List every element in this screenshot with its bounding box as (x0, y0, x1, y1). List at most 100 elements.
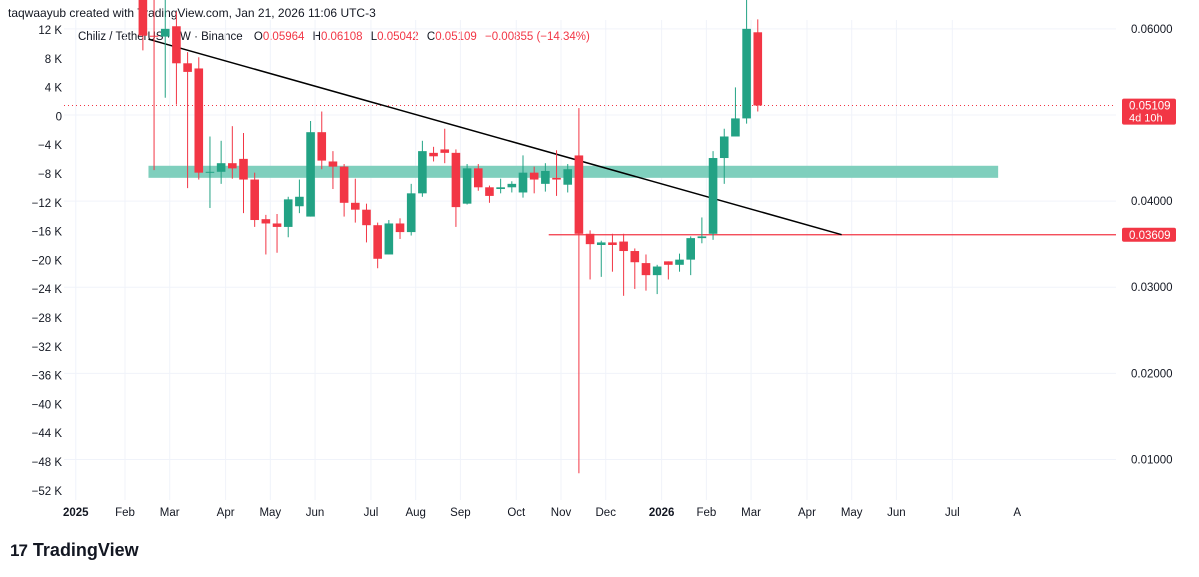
chart-lines (64, 38, 1116, 236)
candle-body (295, 196, 304, 207)
candle-body (250, 179, 259, 221)
candle (552, 150, 561, 196)
candle (216, 140, 226, 184)
time-axis-label: Apr (798, 507, 816, 519)
time-axis-label: Feb (115, 507, 135, 519)
candle-body (708, 158, 718, 234)
high-value: 0.06108 (320, 31, 363, 43)
candle (384, 220, 394, 255)
candle-body (216, 163, 226, 172)
time-axis: Z2025FebMarAprMayJunJulAugSepOctNovDec20… (63, 507, 1021, 519)
candle (194, 57, 204, 180)
candle (317, 111, 327, 170)
candle-body (317, 132, 327, 161)
candle (641, 254, 651, 291)
candle-body (239, 158, 248, 180)
left-axis-tick: −40 K (32, 399, 63, 411)
candle (172, 11, 181, 105)
left-axis-tick: −16 K (32, 227, 63, 239)
trendline (148, 38, 842, 236)
candle (753, 19, 763, 112)
candle-body (194, 68, 204, 173)
candle-body (473, 168, 483, 188)
chart-legend: Chiliz / TetherUS · 1W · Binance O0.0596… (78, 31, 590, 43)
chart-credit: taqwaayub created with TradingView.com, … (8, 6, 376, 20)
candle (205, 136, 215, 208)
price-label-value: 0.03609 (1129, 230, 1171, 242)
candle (619, 233, 628, 296)
left-axis-tick: −24 K (32, 284, 63, 296)
candle-body (451, 152, 461, 208)
candle-body (485, 187, 494, 196)
candle-body (641, 263, 651, 276)
candle (373, 222, 382, 269)
candle (742, 0, 751, 124)
candle (160, 0, 170, 98)
time-axis-label: Mar (160, 507, 180, 519)
candle-body (507, 183, 517, 188)
candle (149, 0, 159, 171)
candle-body (205, 171, 215, 173)
time-axis-label: Jul (364, 507, 379, 519)
candle-body (574, 155, 584, 234)
candle (250, 172, 259, 227)
ohlc-values: O0.05964 H0.06108 L0.05042 C0.05109 −0.0… (253, 31, 590, 43)
candle-body (418, 151, 427, 194)
candle-body (675, 259, 684, 265)
time-axis-label: A (1013, 507, 1021, 519)
candle-body (362, 209, 371, 226)
candle (697, 217, 707, 244)
candle-body (149, 35, 159, 37)
candle-body (742, 28, 751, 119)
candle-body (183, 63, 192, 72)
left-axis-tick: −52 K (32, 486, 63, 498)
tradingview-logo[interactable]: 17 TradingView (10, 540, 139, 561)
time-axis-label: Oct (507, 507, 526, 519)
candle (596, 240, 606, 277)
candle (362, 203, 371, 243)
candle (138, 0, 148, 51)
candle (686, 236, 695, 276)
symbol-label: Chiliz / TetherUS · 1W · Binance (78, 31, 243, 43)
candle (272, 213, 282, 253)
left-axis-tick: −44 K (32, 428, 63, 440)
open-value: 0.05964 (262, 31, 305, 43)
candle (731, 87, 740, 137)
candlestick-series (138, 0, 763, 474)
candle (295, 179, 304, 214)
right-axis-tick: 0.06000 (1131, 24, 1173, 36)
candle-body (496, 187, 505, 190)
candle (719, 128, 729, 184)
support-zone (148, 165, 999, 178)
candle (339, 164, 349, 217)
candle-body (462, 168, 472, 204)
right-price-axis: 0.110000.100000.090000.080000.070000.060… (1122, 24, 1176, 466)
candle-body (753, 32, 763, 106)
left-axis-tick: −8 K (38, 169, 62, 181)
candle (675, 253, 684, 272)
low-value: 0.05042 (377, 31, 419, 43)
candle (228, 126, 237, 179)
candle (529, 166, 539, 194)
candle (708, 151, 718, 240)
candle (652, 264, 662, 295)
candle-body (652, 266, 662, 276)
candle-body (563, 169, 573, 185)
chart-grid (64, 20, 1116, 500)
candle (541, 163, 550, 192)
price-label: 0.03609 (1122, 227, 1176, 242)
support-zone-band (148, 165, 999, 178)
tradingview-logo-icon: 17 (10, 540, 28, 560)
candle (563, 164, 573, 193)
candle-body (406, 193, 416, 233)
time-axis-label: Aug (405, 507, 425, 519)
candle-body (283, 199, 293, 227)
candle-body (585, 233, 595, 245)
time-axis-label: Jun (306, 507, 325, 519)
left-axis-tick: −12 K (32, 198, 63, 210)
candle-body (518, 172, 528, 193)
candle-body (608, 242, 617, 246)
candle-body (697, 236, 707, 239)
